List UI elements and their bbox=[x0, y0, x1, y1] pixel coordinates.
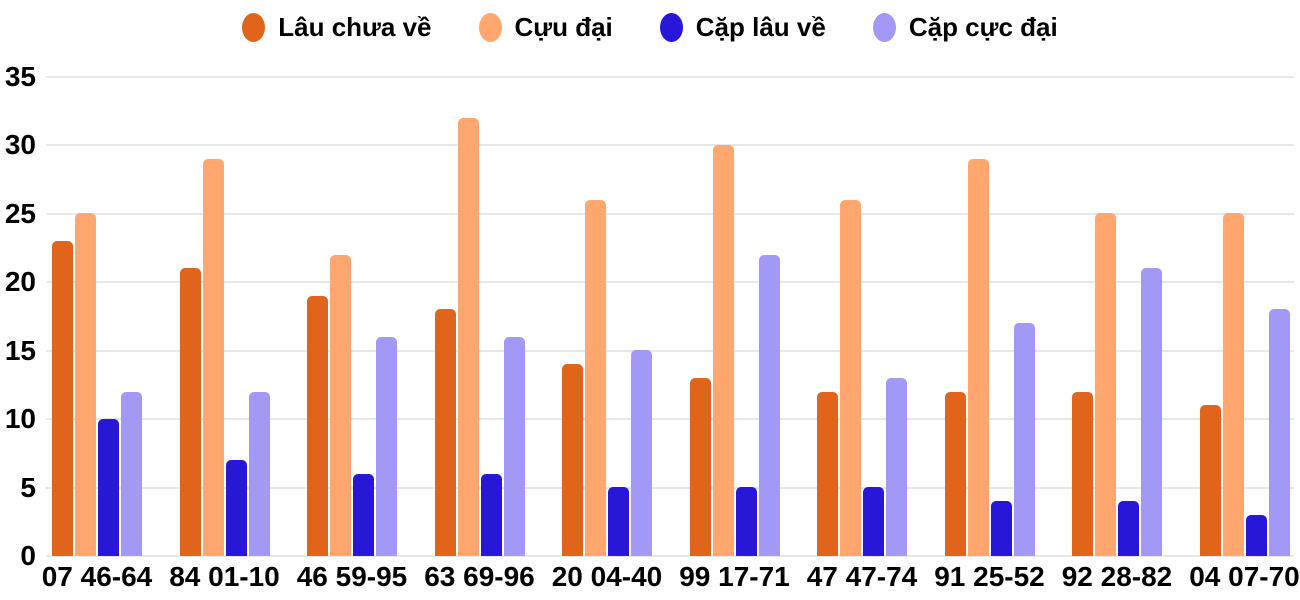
bar-group-5 bbox=[562, 200, 652, 556]
gridline-y-30 bbox=[46, 144, 1294, 146]
legend-item-series-3[interactable]: Cặp lâu về bbox=[659, 11, 826, 42]
legend-item-series-1[interactable]: Lâu chưa về bbox=[242, 11, 432, 42]
bar-series-1-group-10[interactable] bbox=[1199, 405, 1221, 556]
x-axis-category-label: 46 59-95 bbox=[296, 561, 408, 592]
y-axis-tick-label: 10 bbox=[4, 403, 36, 434]
legend-marker-icon bbox=[659, 12, 683, 42]
bar-series-1-group-2[interactable] bbox=[179, 268, 201, 556]
bar-series-2-group-5[interactable] bbox=[585, 200, 606, 556]
bar-series-2-group-10[interactable] bbox=[1222, 213, 1244, 556]
bar-series-2-group-8[interactable] bbox=[967, 159, 989, 556]
bar-series-4-group-3[interactable] bbox=[376, 337, 397, 556]
bar-series-3-group-8[interactable] bbox=[990, 501, 1012, 556]
bar-series-3-group-4[interactable] bbox=[480, 474, 502, 556]
bar-series-4-group-2[interactable] bbox=[248, 392, 270, 556]
y-axis-tick-label: 35 bbox=[4, 60, 36, 92]
legend-marker-icon bbox=[242, 12, 266, 42]
y-axis-tick-label: 15 bbox=[4, 334, 36, 366]
legend-marker-icon bbox=[872, 12, 896, 42]
gridline-y-20 bbox=[46, 281, 1294, 283]
bar-series-3-group-10[interactable] bbox=[1245, 515, 1267, 556]
bar-series-4-group-7[interactable] bbox=[886, 378, 907, 556]
bar-series-2-group-2[interactable] bbox=[202, 159, 224, 556]
legend-item-series-2[interactable]: Cựu đại bbox=[478, 11, 613, 42]
bar-series-4-group-8[interactable] bbox=[1013, 323, 1035, 556]
bar-series-4-group-9[interactable] bbox=[1141, 268, 1162, 556]
bar-series-3-group-5[interactable] bbox=[608, 487, 629, 556]
y-axis-tick-label: 0 bbox=[20, 540, 36, 571]
bar-series-2-group-6[interactable] bbox=[712, 145, 734, 556]
legend-label: Lâu chưa về bbox=[278, 11, 432, 42]
bar-series-4-group-6[interactable] bbox=[758, 255, 780, 556]
bar-series-2-group-4[interactable] bbox=[457, 118, 479, 556]
bar-series-3-group-3[interactable] bbox=[353, 474, 374, 556]
gridline-y-25 bbox=[46, 212, 1294, 215]
bar-series-4-group-5[interactable] bbox=[631, 350, 652, 556]
x-axis-category-label: 91 25-52 bbox=[934, 561, 1045, 592]
x-axis-category-label: 07 46-64 bbox=[41, 561, 153, 592]
x-axis-category-label: 04 07-70 bbox=[1189, 561, 1300, 592]
bar-group-10 bbox=[1199, 213, 1290, 556]
bar-group-7 bbox=[817, 200, 907, 556]
bar-group-6 bbox=[689, 145, 780, 556]
bar-series-2-group-7[interactable] bbox=[840, 200, 861, 556]
y-axis-tick-label: 5 bbox=[20, 471, 36, 503]
y-axis-tick-label: 20 bbox=[4, 266, 36, 297]
bar-group-8 bbox=[944, 159, 1035, 556]
chart-legend: Lâu chưa về Cựu đại Cặp lâu về Cặp cực đại bbox=[0, 8, 1300, 46]
bar-series-1-group-6[interactable] bbox=[689, 378, 711, 556]
legend-item-series-4[interactable]: Cặp cực đại bbox=[872, 11, 1058, 42]
bar-series-3-group-6[interactable] bbox=[735, 487, 757, 556]
x-axis-category-label: 63 69-96 bbox=[424, 561, 535, 592]
bar-series-1-group-4[interactable] bbox=[434, 309, 456, 556]
bar-group-9 bbox=[1072, 213, 1162, 556]
gridline-y-0 bbox=[46, 555, 1294, 557]
x-axis-category-label: 47 47-74 bbox=[806, 561, 918, 592]
bar-series-1-group-7[interactable] bbox=[817, 392, 838, 556]
bar-group-3 bbox=[307, 255, 397, 556]
legend-label: Cặp lâu về bbox=[695, 11, 826, 42]
gridline-y-10 bbox=[46, 418, 1294, 420]
bar-series-4-group-4[interactable] bbox=[503, 337, 525, 556]
x-axis-category-label: 92 28-82 bbox=[1061, 561, 1173, 592]
bar-series-1-group-8[interactable] bbox=[944, 392, 966, 556]
bar-series-2-group-3[interactable] bbox=[330, 255, 351, 556]
bar-series-4-group-1[interactable] bbox=[121, 392, 142, 556]
legend-label: Cựu đại bbox=[514, 11, 613, 42]
x-axis-category-label: 84 01-10 bbox=[169, 561, 280, 592]
bar-series-1-group-5[interactable] bbox=[562, 364, 583, 556]
bar-series-1-group-3[interactable] bbox=[307, 296, 328, 556]
x-axis-category-label: 99 17-71 bbox=[679, 561, 790, 592]
gridline-y-35 bbox=[46, 75, 1294, 78]
bar-series-1-group-1[interactable] bbox=[52, 241, 73, 556]
y-axis-tick-label: 30 bbox=[4, 129, 36, 160]
bar-group-2 bbox=[179, 159, 270, 556]
bar-series-2-group-9[interactable] bbox=[1095, 213, 1116, 556]
y-axis-tick-label: 25 bbox=[4, 197, 36, 229]
bar-series-3-group-9[interactable] bbox=[1118, 501, 1139, 556]
bar-series-3-group-2[interactable] bbox=[225, 460, 247, 556]
gridline-y-15 bbox=[46, 349, 1294, 352]
bar-group-1 bbox=[52, 213, 142, 556]
legend-label: Cặp cực đại bbox=[908, 11, 1058, 42]
x-axis-category-label: 20 04-40 bbox=[551, 561, 663, 592]
bar-series-3-group-1[interactable] bbox=[98, 419, 119, 556]
bar-series-3-group-7[interactable] bbox=[863, 487, 884, 556]
gridline-y-5 bbox=[46, 486, 1294, 489]
legend-marker-icon bbox=[478, 12, 502, 42]
bar-series-2-group-1[interactable] bbox=[75, 213, 96, 556]
bar-series-1-group-9[interactable] bbox=[1072, 392, 1093, 556]
bar-series-4-group-10[interactable] bbox=[1268, 309, 1290, 556]
bar-group-4 bbox=[434, 118, 525, 556]
